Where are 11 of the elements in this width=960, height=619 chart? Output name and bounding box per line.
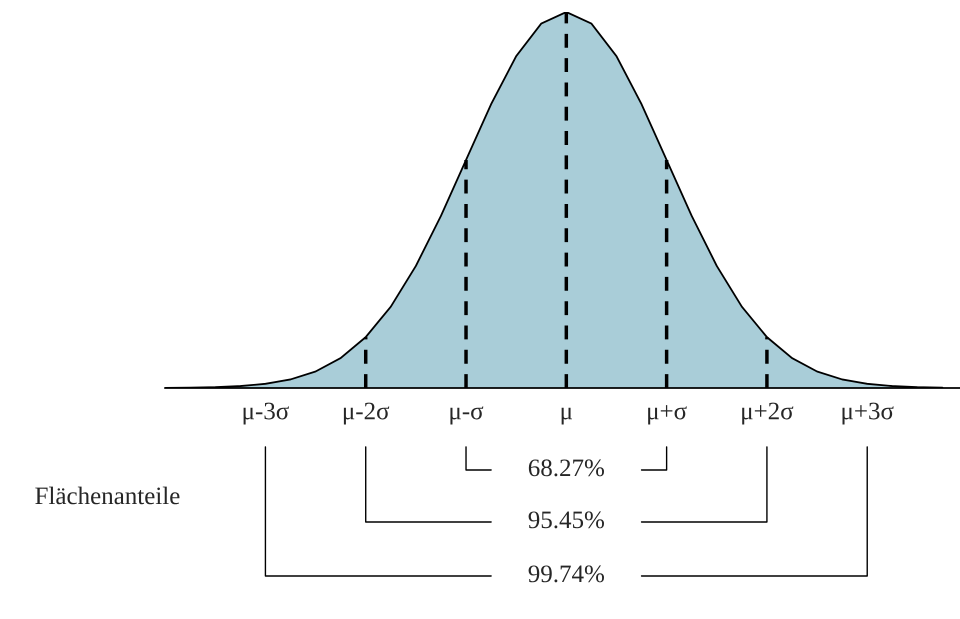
- x-tick-label: μ-2σ: [344, 402, 390, 425]
- text: 68.27%: [528, 459, 604, 476]
- x-tick-label: μ-3σ: [244, 402, 289, 425]
- x-tick-label: μ+σ: [648, 405, 687, 425]
- x-tick-label: μ+2σ: [742, 402, 794, 425]
- x-tick-label: μ: [562, 408, 572, 425]
- text: 95.45%: [528, 511, 604, 528]
- text: 99.74%: [528, 565, 604, 582]
- text: Flächenanteile: [35, 486, 180, 504]
- x-tick-label: μ-σ: [450, 406, 484, 425]
- x-tick-label: μ+3σ: [842, 402, 894, 425]
